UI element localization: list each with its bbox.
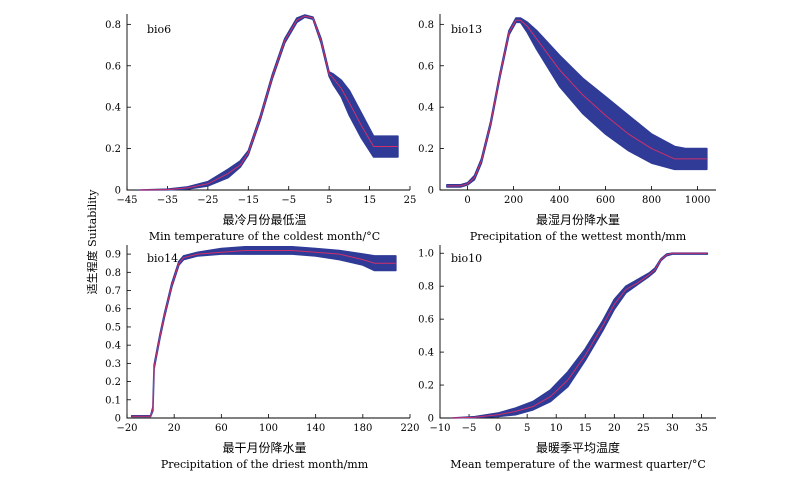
x-axis-label-en: Min temperature of the coldest month/°C [149,230,380,243]
x-axis-label-en: Precipitation of the wettest month/mm [470,230,687,243]
y-tick-label: 0.2 [418,144,434,155]
x-tick-label: 25 [637,423,650,434]
x-tick-label: 15 [363,195,376,206]
mean-response-line [446,19,707,187]
y-tick-label: 0.8 [418,20,434,31]
x-tick-label: −20 [116,423,137,434]
y-tick-label: 0.2 [105,144,121,155]
y-tick-label: 0.8 [418,282,434,293]
x-axis-label-cn: 最冷月份最低温 [222,213,306,227]
panel-label: bio14 [147,252,178,265]
x-tick-label: −5 [462,423,477,434]
axis-lines [126,245,410,419]
x-tick-label: 220 [400,423,419,434]
x-tick-label: 35 [695,423,708,434]
axis-lines [439,245,716,419]
x-tick-label: 5 [524,423,530,434]
uncertainty-band [446,17,708,188]
y-tick-label: 0.2 [105,377,121,388]
uncertainty-band [450,252,709,419]
y-tick-label: 0 [115,186,121,197]
x-tick-label: −10 [429,423,450,434]
x-axis-label-en: Precipitation of the driest month/mm [161,458,369,471]
x-tick-label: −5 [281,195,296,206]
mean-response-line [131,250,396,417]
y-tick-label: 0 [428,186,434,197]
x-axis-label-cn: 最干月份降水量 [222,441,306,455]
mean-response-line [139,15,398,191]
panel-label: bio6 [147,23,171,36]
y-tick-label: 0.6 [105,61,121,72]
x-tick-label: 600 [596,195,615,206]
x-tick-label: 0 [464,195,470,206]
y-tick-label: 0.9 [105,250,121,261]
y-tick-label: 0.6 [105,304,121,315]
x-tick-label: 10 [550,423,563,434]
y-tick-label: 0.6 [418,315,434,326]
uncertainty-band [138,14,399,191]
x-tick-label: −35 [157,195,178,206]
y-tick-label: 0.6 [418,61,434,72]
x-tick-label: 100 [259,423,278,434]
x-tick-label: 400 [550,195,569,206]
y-tick-label: 0.4 [105,103,121,114]
panel-label: bio10 [451,252,482,265]
x-tick-label: 1000 [685,195,710,206]
y-tick-label: 0.8 [105,268,121,279]
axis-lines [126,14,410,191]
y-tick-label: 0.4 [418,103,434,114]
y-tick-label: 0 [428,414,434,425]
mean-response-line [451,252,708,419]
y-tick-label: 0 [115,414,121,425]
y-tick-label: 0.4 [105,341,121,352]
uncertainty-band [130,246,397,418]
x-tick-label: 0 [495,423,501,434]
x-tick-label: 20 [168,423,181,434]
x-axis-label-cn: 最暖季平均温度 [536,440,620,455]
y-tick-label: 1.0 [418,249,434,260]
x-tick-label: 140 [306,423,325,434]
y-tick-label: 0.8 [105,20,121,31]
x-axis-label-en: Mean temperature of the warmest quarter/… [450,458,706,471]
x-tick-label: 25 [404,195,417,206]
x-tick-label: 20 [608,423,621,434]
y-tick-label: 0.4 [418,348,434,359]
x-tick-label: 200 [504,195,523,206]
x-tick-label: 5 [326,195,332,206]
x-tick-label: 30 [666,423,679,434]
x-tick-label: 180 [353,423,372,434]
y-tick-label: 0.5 [105,322,121,333]
y-tick-label: 0.3 [105,359,121,370]
x-tick-label: −15 [238,195,259,206]
x-tick-label: 60 [215,423,228,434]
y-tick-label: 0.2 [418,381,434,392]
x-tick-label: −25 [197,195,218,206]
y-tick-label: 0.1 [105,395,121,406]
x-tick-label: 15 [579,423,592,434]
y-axis-label: 适生程度 Suitability [85,189,99,295]
x-tick-label: 800 [642,195,661,206]
x-tick-label: −45 [116,195,137,206]
x-axis-label-cn: 最湿月份降水量 [536,212,620,227]
y-tick-label: 0.7 [105,286,121,297]
panel-label: bio13 [451,23,482,36]
